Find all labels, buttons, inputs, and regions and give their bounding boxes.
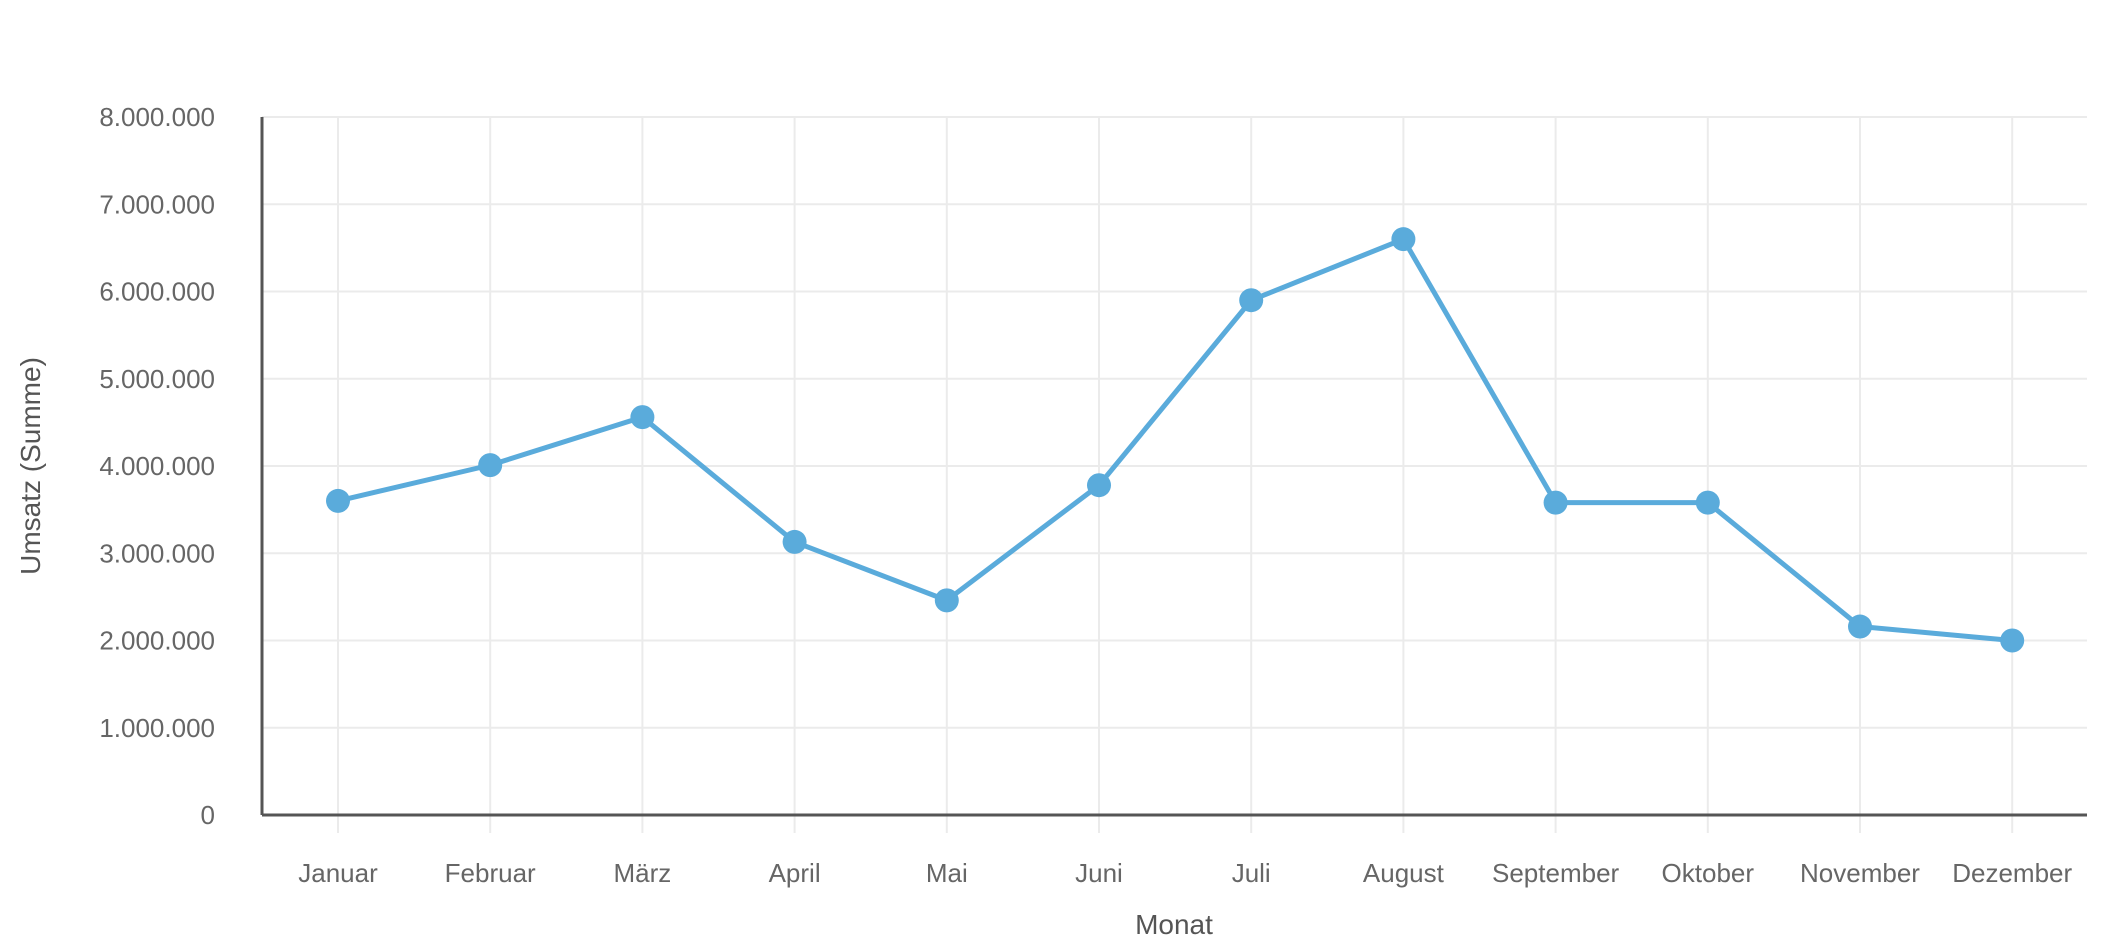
x-axis-title: Monat	[1135, 909, 1213, 940]
x-tick-label: Januar	[298, 858, 378, 888]
series-line	[335, 236, 2015, 643]
data-point	[1239, 288, 1264, 313]
x-tick-label: April	[769, 858, 821, 888]
y-tick-label: 3.000.000	[99, 538, 215, 568]
y-axis-tick-labels: 0 1.000.000 2.000.000 3.000.000 4.000.000 5.0…	[99, 102, 215, 830]
x-axis-tick-labels: Januar Februar März April Mai Juni Juli August S…	[298, 858, 2072, 888]
x-tick-label: Juli	[1232, 858, 1271, 888]
y-tick-label: 6.000.000	[99, 277, 215, 307]
x-tick-label: Oktober	[1662, 858, 1755, 888]
y-tick-label: 2.000.000	[99, 626, 215, 656]
y-tick-label: 5.000.000	[99, 364, 215, 394]
y-axis-title: Umsatz (Summe)	[15, 357, 46, 575]
y-tick-label: 0	[201, 800, 215, 830]
data-point	[1543, 490, 1568, 515]
y-tick-label: 8.000.000	[99, 102, 215, 132]
data-point	[326, 488, 350, 513]
data-point	[2000, 628, 2025, 653]
x-tick-label: November	[1800, 858, 1920, 888]
vertical-gridlines	[337, 117, 2014, 833]
data-point	[934, 588, 959, 613]
data-point	[1695, 490, 1720, 515]
x-tick-label: August	[1363, 858, 1445, 888]
data-point	[782, 529, 807, 554]
data-point	[1391, 227, 1416, 252]
x-tick-label: Mai	[926, 858, 968, 888]
y-tick-label: 7.000.000	[99, 189, 215, 219]
x-tick-label: Dezember	[1952, 858, 2072, 888]
data-point	[478, 453, 503, 478]
data-point	[1848, 614, 1872, 639]
data-point	[630, 405, 655, 430]
x-tick-label: Februar	[445, 858, 536, 888]
x-tick-label: März	[614, 858, 672, 888]
y-tick-label: 1.000.000	[99, 713, 215, 743]
x-tick-label: Juni	[1075, 858, 1123, 888]
series-group	[326, 227, 2025, 653]
x-tick-label: September	[1492, 858, 1620, 888]
horizontal-gridlines	[262, 116, 2087, 816]
data-point	[1087, 473, 1111, 498]
y-tick-label: 4.000.000	[99, 451, 215, 481]
